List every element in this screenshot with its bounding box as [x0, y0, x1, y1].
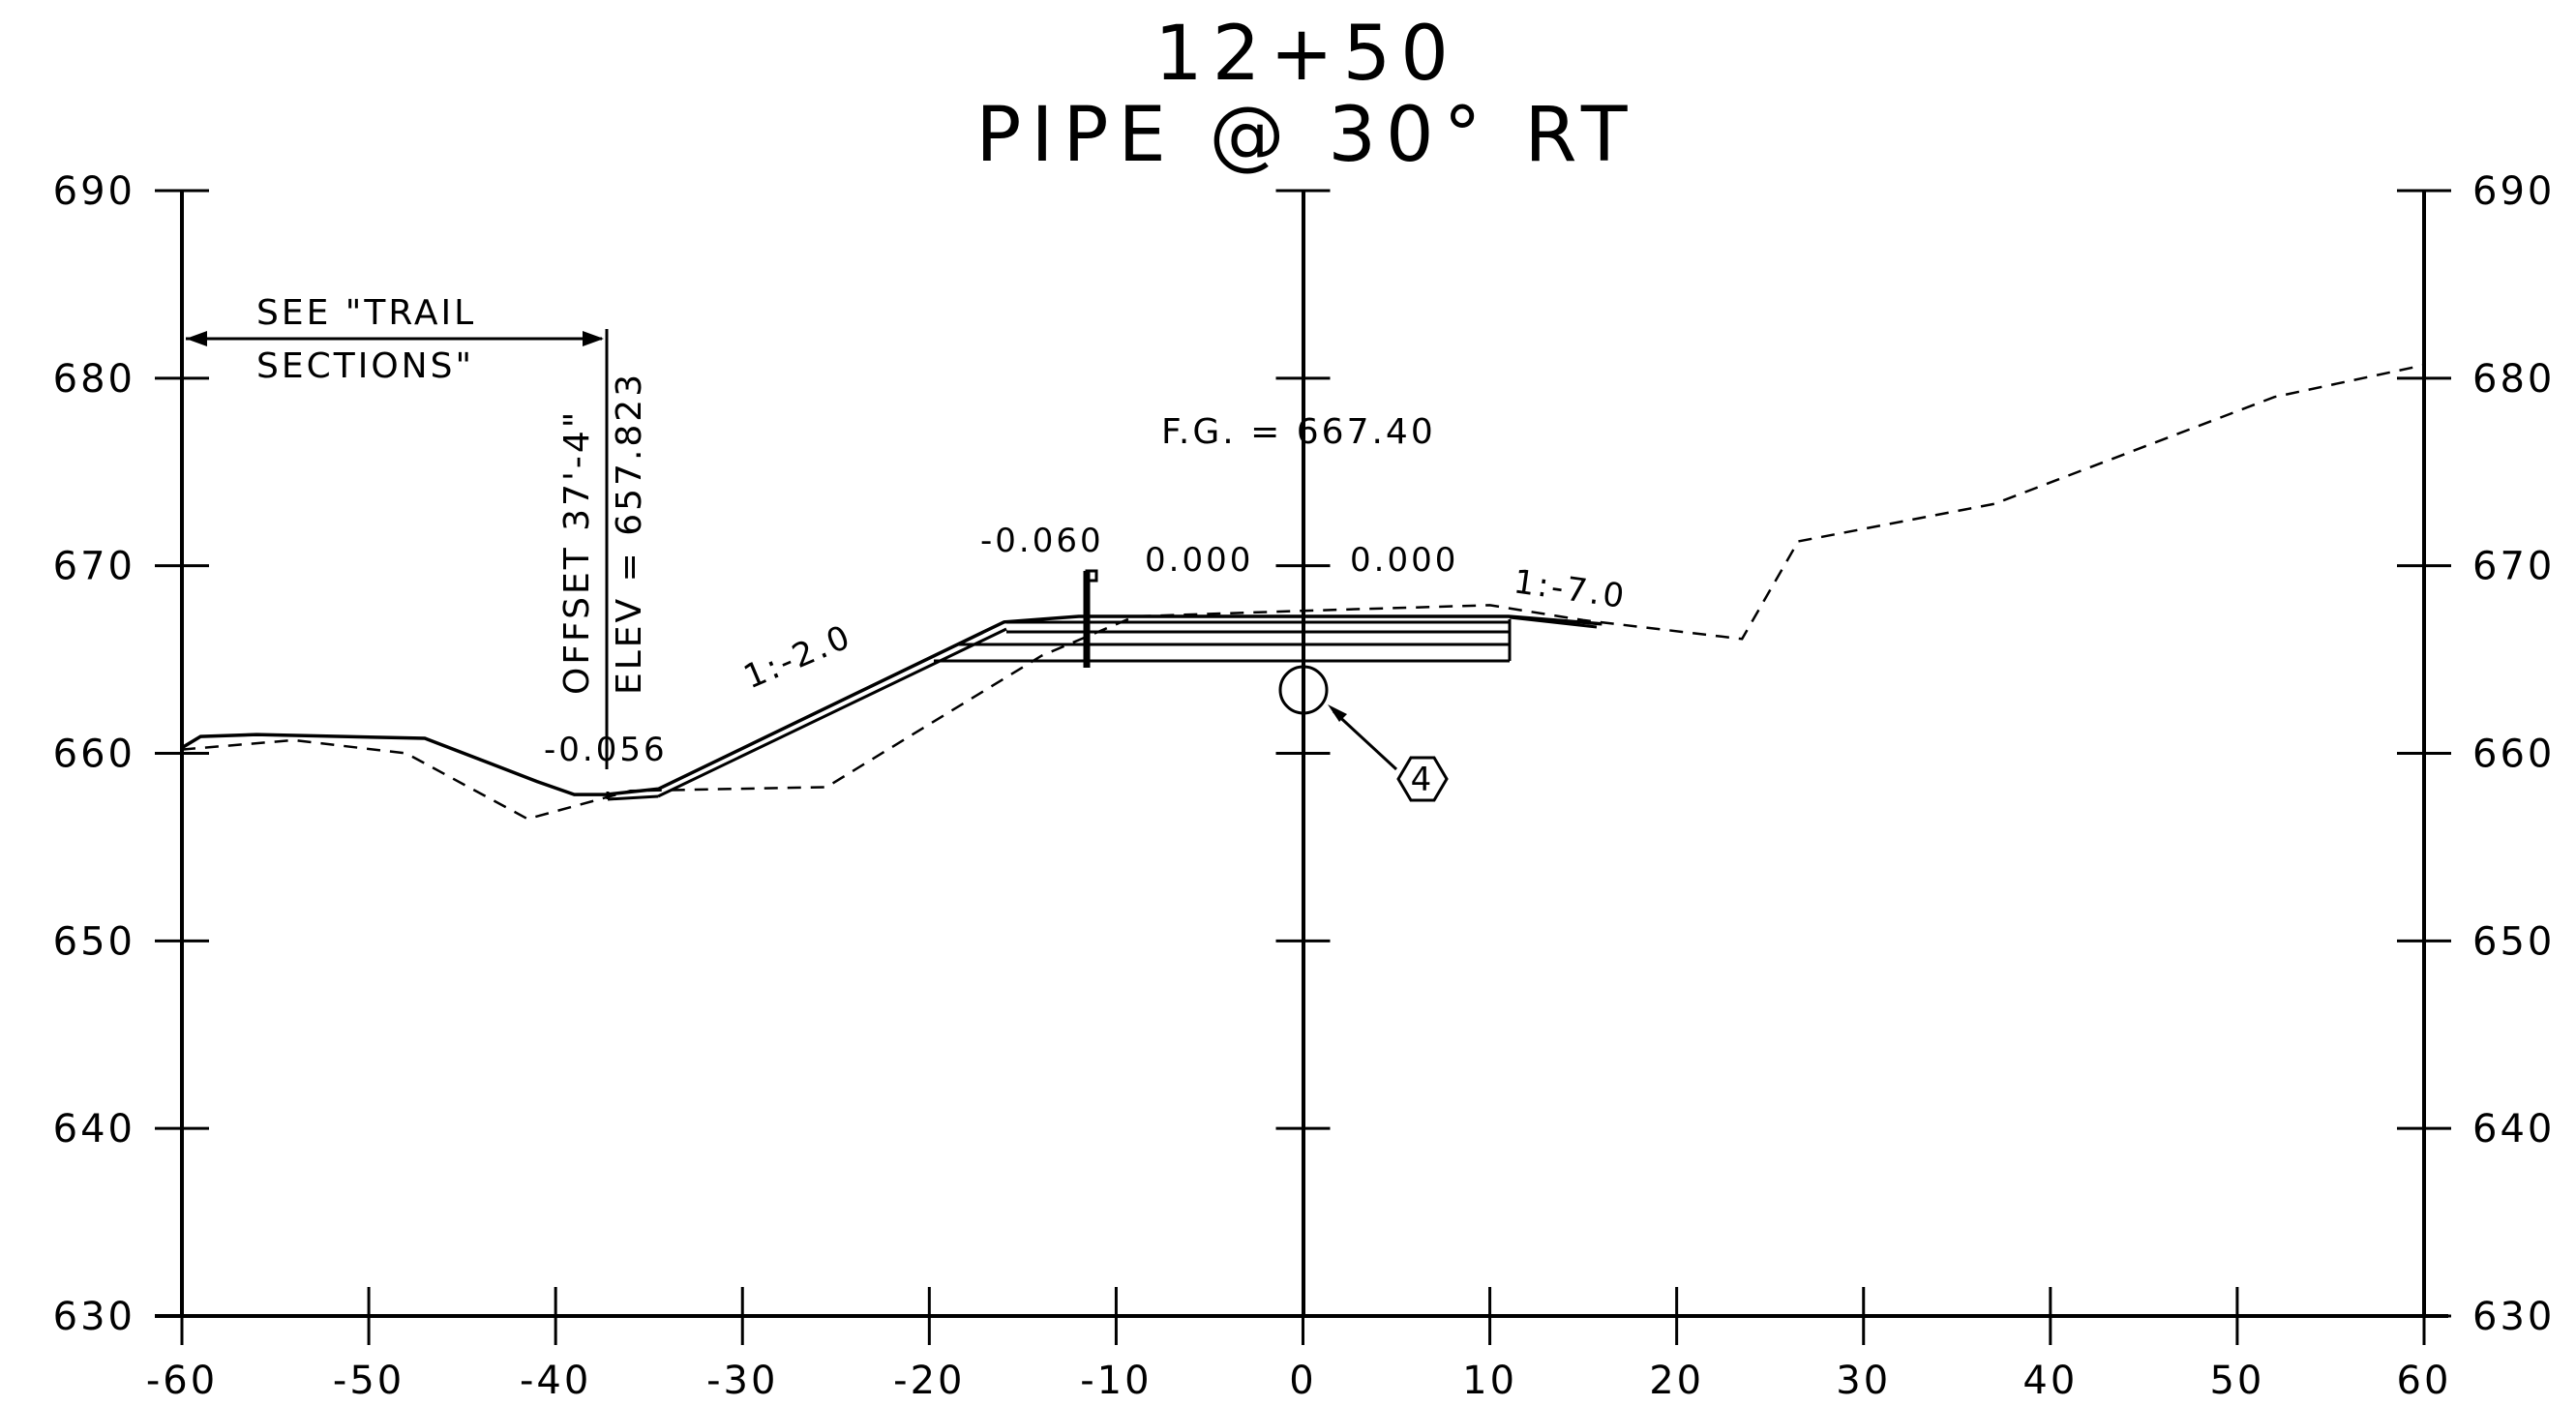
y-tick-label: 680	[2472, 357, 2555, 402]
y-tick-label: 630	[2472, 1295, 2555, 1339]
offset-label: OFFSET 37'-4"	[557, 409, 597, 695]
section-subtitle: PIPE @ 30° RT	[975, 92, 1636, 179]
cross-slope-right-label: 0.000	[1350, 541, 1458, 580]
y-tick-label: 660	[53, 733, 135, 777]
y-tick-labels-left: 630 640 650 660 670 680 690	[53, 169, 135, 1339]
y-tick-label: 670	[53, 545, 135, 589]
x-tick-label: 40	[2022, 1359, 2078, 1403]
x-tick-label: -40	[520, 1359, 591, 1403]
y-tick-label: 640	[2472, 1107, 2555, 1152]
x-tick-label: 0	[1289, 1359, 1316, 1403]
ditch-slope-label: -0.056	[544, 731, 668, 769]
callout-arrowhead	[1328, 704, 1347, 722]
ditch-inner-line	[607, 794, 659, 801]
x-tick-label: 50	[2209, 1359, 2264, 1403]
callout-hexagon	[1396, 756, 1449, 802]
x-tick-label: -20	[893, 1359, 965, 1403]
x-tick-label: -10	[1080, 1359, 1152, 1403]
dimension-arrow-right	[583, 331, 604, 346]
y-tick-label: 680	[53, 357, 135, 402]
y-tick-label: 640	[53, 1107, 135, 1152]
slope-inner-line	[657, 627, 1007, 798]
see-trail-label-1: SEE "TRAIL	[256, 293, 476, 333]
ground-profiles	[181, 364, 2425, 821]
x-tick-label: 10	[1462, 1359, 1517, 1403]
right-slope-ratio-label: 1:-7.0	[1512, 562, 1630, 616]
station-title: 12+50	[1154, 11, 1458, 98]
cross-slope-left-label: 0.000	[1145, 541, 1253, 580]
elevation-label: ELEV = 657.823	[610, 372, 649, 695]
y-tick-label: 660	[2472, 733, 2555, 777]
x-tick-label: 60	[2397, 1359, 2452, 1403]
x-tick-labels: -60 -50 -40 -30 -20 -10 0 10 20 30 40 50 60	[146, 1359, 2452, 1403]
x-tick-label: -60	[146, 1359, 218, 1403]
y-tick-label: 650	[53, 919, 135, 964]
y-tick-label: 690	[53, 169, 135, 214]
callout-leader	[1332, 709, 1398, 771]
see-trail-label-2: SECTIONS"	[256, 346, 474, 386]
y-tick-label: 690	[2472, 169, 2555, 214]
y-tick-label: 670	[2472, 545, 2555, 589]
y-tick-labels-right: 630 640 650 660 670 680 690	[2472, 169, 2555, 1339]
x-tick-label: 20	[1649, 1359, 1704, 1403]
dimension-arrow-left	[186, 331, 207, 346]
existing-ground-line	[181, 364, 2425, 821]
left-slope-ratio-label: 1:-2.0	[738, 617, 858, 698]
shoulder-right-line	[1509, 615, 1598, 629]
x-tick-label: -30	[706, 1359, 778, 1403]
y-tick-label: 650	[2472, 919, 2555, 964]
pipe-circle	[1278, 665, 1329, 715]
tick-marks	[155, 189, 2451, 1345]
x-tick-label: -50	[333, 1359, 404, 1403]
guardrail-post	[1083, 569, 1098, 668]
finished-grade-label: F.G. = 667.40	[1161, 412, 1436, 452]
x-tick-label: 30	[1836, 1359, 1891, 1403]
y-tick-label: 630	[53, 1295, 135, 1339]
pavement-layers	[606, 615, 1598, 801]
callout-number: 4	[1411, 761, 1435, 799]
shoulder-slope-label: -0.060	[980, 522, 1104, 560]
